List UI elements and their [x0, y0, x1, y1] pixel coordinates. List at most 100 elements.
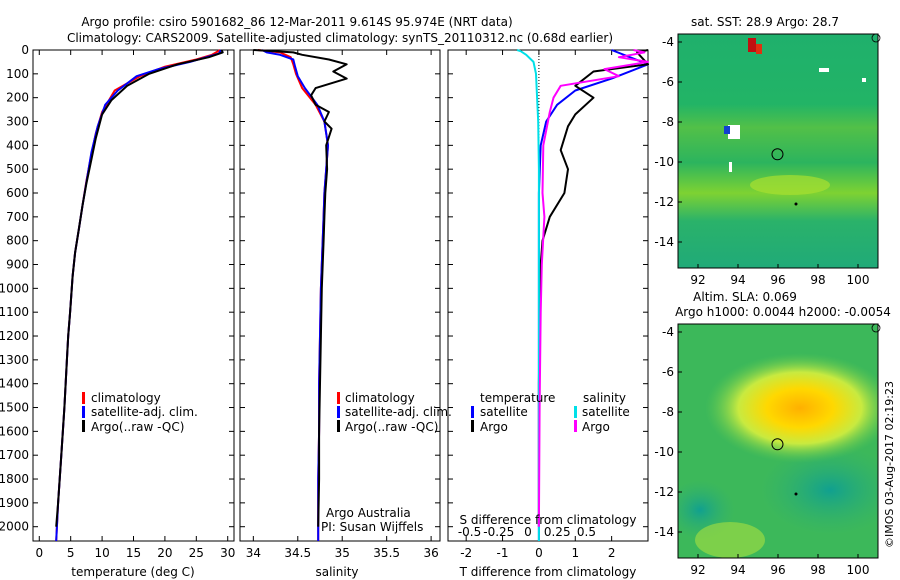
- y-tick-label: 0: [21, 43, 29, 57]
- map-y-tick-label: -12: [654, 195, 674, 209]
- series-line-temperature-argo: [537, 49, 649, 527]
- legend-label-satellite: satellite-adj. clim.: [91, 405, 198, 419]
- difference-panel: -2 -1 0 1 2-0.5 -0.25 0 0.25 0.5 T difference fr…: [447, 49, 649, 579]
- map-y-tick-label: -12: [654, 485, 674, 499]
- sst-warm-patch: [748, 38, 756, 52]
- legend-swatch-climatology: [337, 392, 340, 404]
- s-diff-tick-label: 0.5: [577, 525, 596, 539]
- temperature-xlabel: temperature (deg C): [71, 565, 194, 579]
- map-x-tick-label: 100: [847, 273, 870, 287]
- s-diff-tick-label: 0: [524, 525, 532, 539]
- y-tick-label: 1900: [0, 496, 29, 510]
- salinity-xlabel: salinity: [315, 565, 358, 579]
- s-diff-tick-label: 0.25: [544, 525, 571, 539]
- s-diff-tick-label: -0.25: [483, 525, 514, 539]
- y-tick-label: 1000: [0, 281, 29, 295]
- legend-label-temp-satellite: satellite: [480, 405, 528, 419]
- x-tick-label: -1: [497, 546, 509, 560]
- x-tick-label: 0: [535, 546, 543, 560]
- y-tick-label: 400: [6, 138, 29, 152]
- map-y-tick-label: -4: [662, 325, 674, 339]
- sst-cloud-mask: [862, 78, 866, 82]
- map-y-tick-label: -6: [662, 365, 674, 379]
- legend-label-temp-argo: Argo: [480, 420, 508, 434]
- y-tick-label: 900: [6, 258, 29, 272]
- legend-swatch-sal-satellite: [574, 406, 577, 418]
- x-tick-label: 0: [35, 546, 43, 560]
- salinity-legend: climatology satellite-adj. clim. Argo(..…: [337, 391, 452, 434]
- series-line-temperature-satellite: [537, 49, 649, 541]
- legend-label-satellite: satellite-adj. clim.: [345, 405, 452, 419]
- copyright-timestamp: ©IMOS 03-Aug-2017 02:19:23: [883, 381, 896, 548]
- map-y-tick-label: -4: [662, 35, 674, 49]
- difference-top-label: S difference from climatology: [460, 513, 637, 527]
- legend-swatch-argo: [82, 420, 85, 432]
- y-tick-label: 1400: [0, 377, 29, 391]
- previous-position-marker: [871, 323, 881, 333]
- series-line-argo-raw-qc: [253, 49, 348, 527]
- difference-xlabel: T difference from climatology: [459, 565, 637, 579]
- sla-warm-anomaly: [695, 522, 765, 558]
- temperature-legend: climatology satellite-adj. clim. Argo(..…: [82, 391, 198, 434]
- legend-label-climatology: climatology: [91, 391, 161, 405]
- x-tick-label: 20: [157, 546, 172, 560]
- x-tick-label: 5: [67, 546, 75, 560]
- x-tick-label: 30: [220, 546, 235, 560]
- map-y-tick-label: -10: [654, 155, 674, 169]
- y-tick-label: 1800: [0, 472, 29, 486]
- x-tick-label: -2: [460, 546, 472, 560]
- map-x-tick-label: 94: [730, 273, 745, 287]
- header-line-1: Argo profile: csiro 5901682_86 12-Mar-20…: [81, 15, 512, 29]
- x-tick-label: 34: [246, 546, 261, 560]
- map-y-tick-label: -14: [654, 235, 674, 249]
- series-line-salinity-argo: [537, 49, 649, 527]
- legend-swatch-temp-argo: [471, 420, 474, 432]
- legend-title-temperature: temperature: [480, 391, 555, 405]
- x-tick-label: 35.5: [373, 546, 400, 560]
- sst-map-title: sat. SST: 28.9 Argo: 28.7: [691, 15, 839, 29]
- salinity-axes: [239, 49, 441, 542]
- sla-warm-anomaly: [705, 353, 878, 463]
- y-tick-label: 1600: [0, 424, 29, 438]
- legend-label-sal-satellite: satellite: [582, 405, 630, 419]
- legend-swatch-climatology: [82, 392, 85, 404]
- series-line-satellite-adj-clim: [55, 49, 222, 542]
- x-tick-label: 34.5: [284, 546, 311, 560]
- legend-swatch-sal-argo: [574, 420, 577, 432]
- legend-label-argo: Argo(..raw -QC): [91, 420, 184, 434]
- x-tick-label: 1: [571, 546, 579, 560]
- y-tick-label: 500: [6, 162, 29, 176]
- map-y-tick-label: -14: [654, 525, 674, 539]
- float-track-point: [794, 492, 798, 496]
- map-x-tick-label: 96: [770, 563, 785, 577]
- sst-cloud-mask: [728, 125, 740, 139]
- difference-axes: [447, 49, 649, 542]
- y-tick-label: 300: [6, 115, 29, 129]
- map-x-tick-label: 92: [690, 563, 705, 577]
- map-y-tick-label: -6: [662, 75, 674, 89]
- sla-map-panel: Altim. SLA: 0.069 Argo h1000: 0.0044 h20…: [654, 290, 891, 577]
- legend-label-sal-argo: Argo: [582, 420, 610, 434]
- temperature-axes: [32, 49, 235, 542]
- y-tick-label: 1300: [0, 353, 29, 367]
- legend-swatch-satellite: [82, 406, 85, 418]
- x-tick-label: 36: [423, 546, 438, 560]
- y-tick-label: 2000: [0, 520, 29, 534]
- y-tick-label: 1100: [0, 305, 29, 319]
- sst-cloud-mask: [819, 68, 829, 72]
- map-y-tick-label: -8: [662, 405, 674, 419]
- header-line-2: Climatology: CARS2009. Satellite-adjuste…: [67, 31, 613, 45]
- map-y-tick-label: -10: [654, 445, 674, 459]
- s-diff-tick-label: -0.5: [458, 525, 481, 539]
- y-tick-label: 600: [6, 186, 29, 200]
- x-tick-label: 10: [94, 546, 109, 560]
- argo-position-marker: [771, 148, 784, 161]
- map-x-tick-label: 98: [810, 273, 825, 287]
- salinity-panel: 34 34.5 35 35.5 36 salinity climatology sate…: [239, 49, 452, 579]
- map-x-tick-label: 98: [810, 563, 825, 577]
- legend-label-climatology: climatology: [345, 391, 415, 405]
- x-tick-label: 15: [126, 546, 141, 560]
- legend-swatch-temp-satellite: [471, 406, 474, 418]
- map-x-tick-label: 96: [770, 273, 785, 287]
